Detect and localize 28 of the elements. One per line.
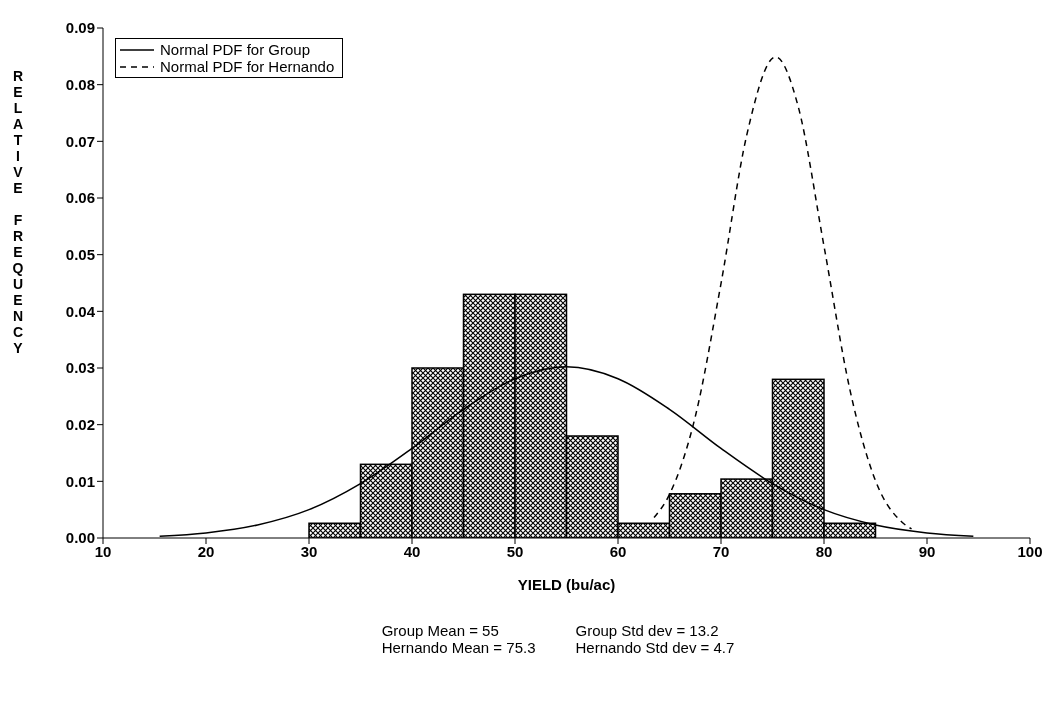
text: Hernando Mean = 75.3 <box>381 639 536 656</box>
text: Hernando Std dev = 4.7 <box>575 639 735 656</box>
y-tick-label: 0.02 <box>65 415 95 433</box>
y-tick-label: 0.04 <box>65 302 96 320</box>
text: Group Std dev = 13.2 <box>575 622 720 639</box>
x-tick-label: 50 <box>506 542 524 560</box>
x-tick-label: 40 <box>403 542 421 560</box>
x-tick-label: 10 <box>94 542 112 560</box>
y-tick-label: 0.07 <box>65 132 95 150</box>
y-tick-label: 0.08 <box>65 75 95 93</box>
legend-label: Normal PDF for Hernando <box>160 58 335 75</box>
x-tick-label: 30 <box>300 542 318 560</box>
x-tick-label: 70 <box>712 542 730 560</box>
x-tick-label: 20 <box>197 542 215 560</box>
x-tick-label: 100 <box>1017 542 1043 560</box>
y-tick-label: 0.00 <box>65 529 95 547</box>
y-tick-label: 0.06 <box>65 189 95 207</box>
text: Group Mean = 55 <box>381 622 500 639</box>
x-tick-label: 60 <box>609 542 627 560</box>
y-tick-label: 0.01 <box>65 472 95 490</box>
y-axis-title: RELATIVE FREQUENCY <box>10 68 26 356</box>
y-tick-label: 0.03 <box>65 359 95 377</box>
legend-label: Normal PDF for Group <box>160 41 311 58</box>
x-axis-title: YIELD (bu/ac) <box>517 576 616 593</box>
y-tick-label: 0.09 <box>65 19 95 37</box>
y-tick-label: 0.05 <box>65 245 95 263</box>
x-tick-label: 80 <box>815 542 833 560</box>
x-tick-label: 90 <box>918 542 936 560</box>
